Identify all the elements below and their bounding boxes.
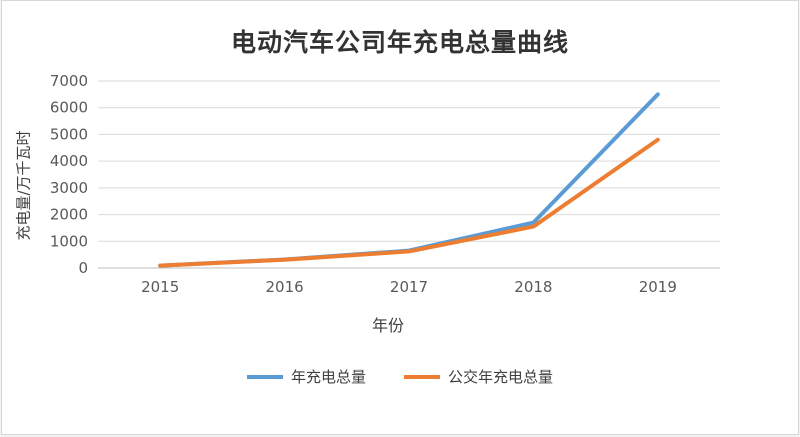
- legend-line-swatch: [246, 374, 283, 379]
- y-tick-label: 3000: [50, 179, 88, 197]
- x-tick-label: 2018: [514, 278, 552, 296]
- legend-item-0: 年充电总量: [246, 366, 366, 387]
- chart-title: 电动汽车公司年充电总量曲线: [230, 28, 569, 57]
- y-tick-label: 0: [78, 259, 88, 277]
- legend-item-1: 公交年充电总量: [404, 366, 553, 387]
- x-tick-label: 2016: [266, 278, 304, 296]
- y-tick-label: 4000: [50, 152, 88, 170]
- legend-label: 年充电总量: [290, 368, 366, 386]
- x-tick-label: 2015: [141, 278, 179, 296]
- x-tick-label: 2019: [639, 278, 677, 296]
- chart-legend: 年充电总量 公交年充电总量: [2, 366, 798, 387]
- x-tick-label: 2017: [390, 278, 428, 296]
- plot-area-wrapper: 充电量/万千瓦时 0 1000 2000 3000 4000 5000 6000 7000 20…: [2, 73, 798, 298]
- y-tick-label: 7000: [50, 73, 88, 90]
- y-tick-label: 6000: [50, 99, 88, 117]
- series-line-1: [158, 137, 660, 268]
- y-tick-label: 2000: [50, 206, 88, 224]
- legend-line-swatch: [404, 374, 440, 379]
- line-chart-plot: 0 1000 2000 3000 4000 5000 6000 7000 2015 2016 201…: [50, 73, 720, 296]
- legend-label: 公交年充电总量: [448, 368, 554, 386]
- y-tick-label: 1000: [50, 232, 88, 250]
- y-tick-label: 5000: [50, 125, 88, 143]
- series-line-0: [158, 92, 660, 268]
- y-axis-title: 充电量/万千瓦时: [8, 86, 38, 286]
- x-axis-title: 年份: [371, 316, 404, 335]
- y-axis-title-text: 充电量/万千瓦时: [14, 130, 33, 241]
